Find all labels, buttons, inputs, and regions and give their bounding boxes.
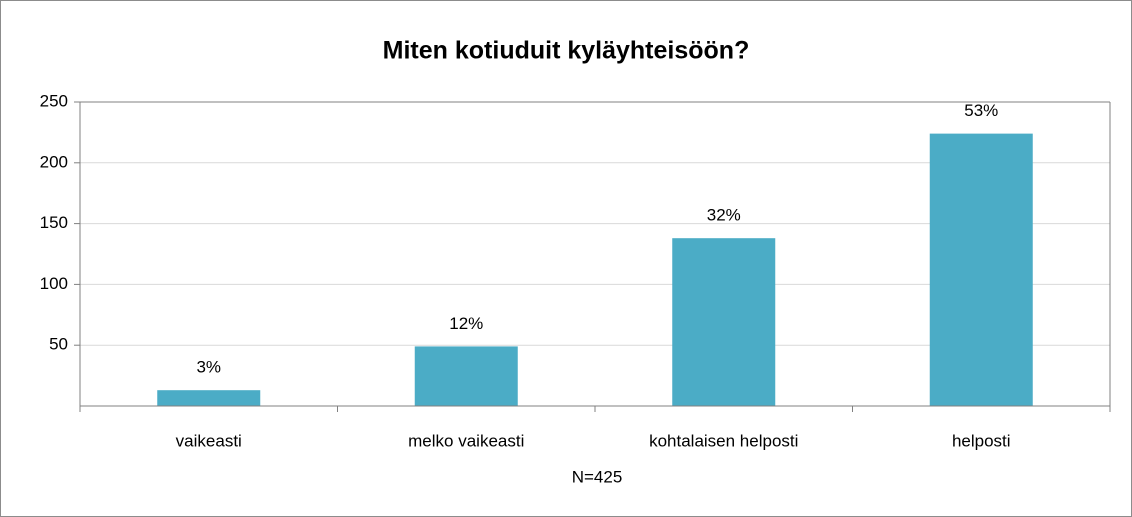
x-tick-label: melko vaikeasti — [408, 431, 524, 450]
bar — [672, 238, 776, 406]
data-label: 3% — [196, 358, 221, 377]
data-label: 53% — [964, 101, 998, 120]
data-label: 32% — [707, 206, 741, 225]
y-tick-label: 250 — [40, 91, 68, 110]
y-tick-label: 100 — [40, 274, 68, 293]
bar — [929, 133, 1033, 406]
data-label: 12% — [449, 314, 483, 333]
bar — [414, 346, 518, 406]
x-axis-label: N=425 — [572, 467, 623, 486]
bar — [157, 390, 261, 406]
chart-title: Miten kotiuduit kyläyhteisöön? — [383, 37, 750, 65]
x-tick-label: vaikeasti — [176, 431, 242, 450]
y-tick-label: 150 — [40, 213, 68, 232]
x-tick-label: helposti — [952, 431, 1011, 450]
x-tick-label: kohtalaisen helposti — [649, 431, 798, 450]
y-tick-label: 200 — [40, 152, 68, 171]
y-tick-label: 50 — [49, 335, 68, 354]
